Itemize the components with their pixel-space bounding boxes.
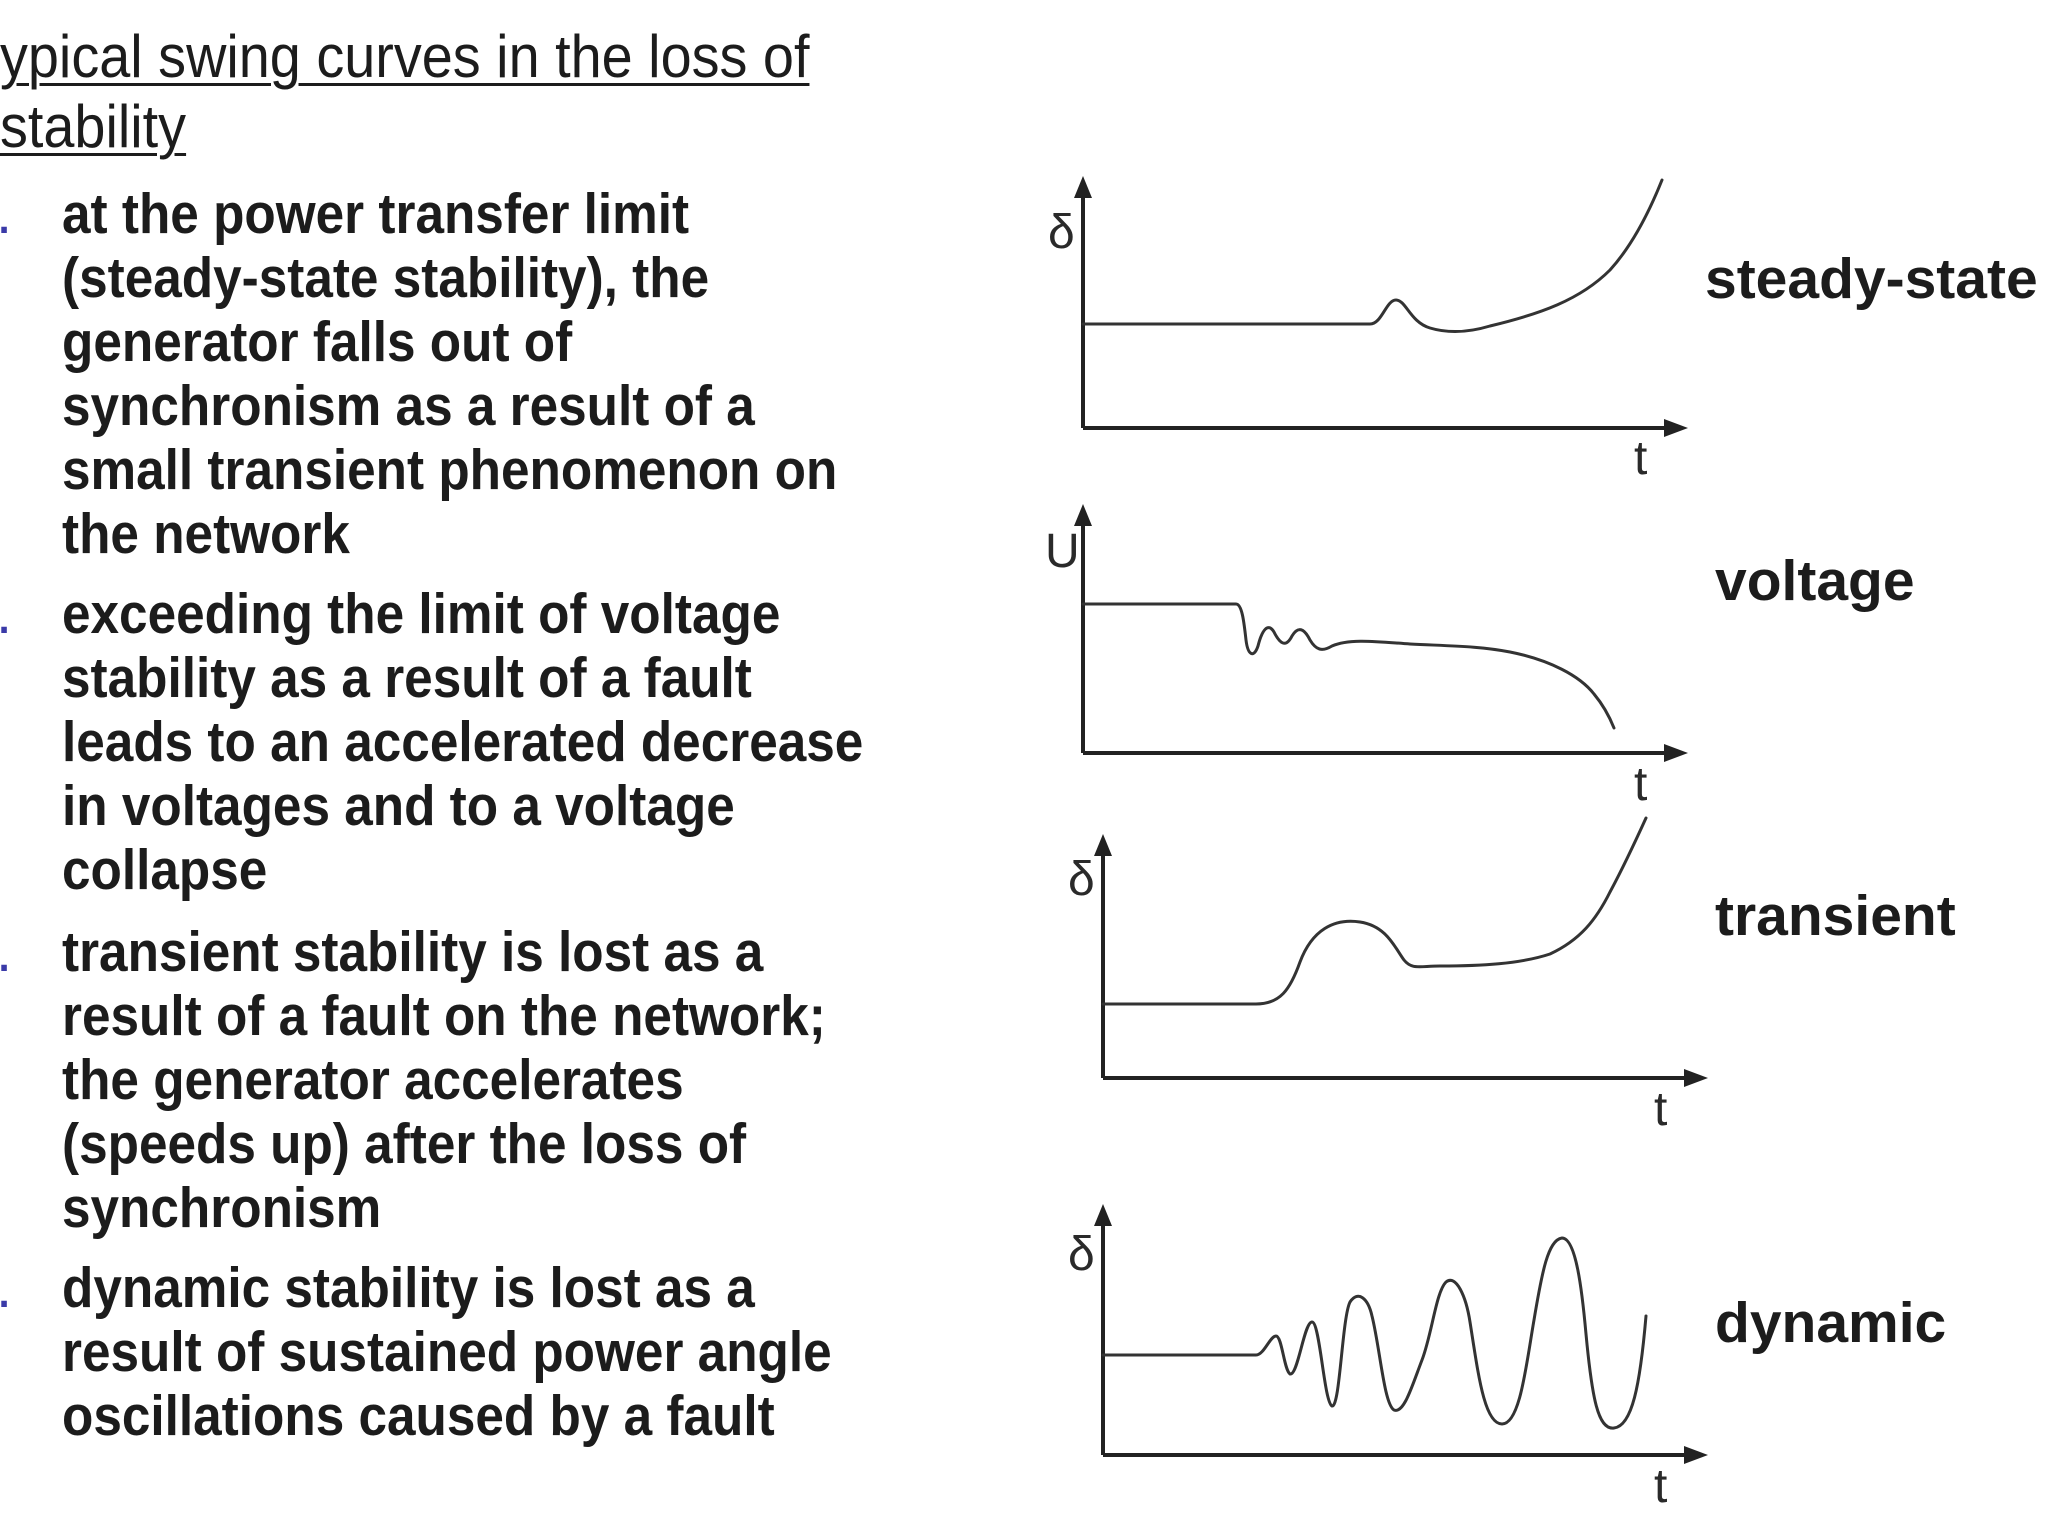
x-axis-label: t xyxy=(1654,1460,1667,1513)
panel-steady-state: δ t steady-state xyxy=(1048,176,2038,485)
bullet-marker: . xyxy=(0,1256,12,1320)
panel-dynamic: δ t dynamic xyxy=(1068,1204,1946,1513)
bullet-text: at the power transfer limit (steady-stat… xyxy=(62,182,838,566)
panel-label: voltage xyxy=(1715,549,1915,613)
steady-state-curve xyxy=(1081,178,1664,334)
bullet-list: . at the power transfer limit (steady-st… xyxy=(0,0,960,1536)
x-axis-arrow xyxy=(1664,744,1688,762)
x-axis-arrow xyxy=(1664,419,1688,437)
bullet-marker: . xyxy=(0,920,12,984)
y-axis-label: δ xyxy=(1068,853,1095,906)
panel-transient: δ t transient xyxy=(1068,816,1956,1136)
dynamic-curve xyxy=(1101,1236,1648,1430)
voltage-curve xyxy=(1081,602,1616,730)
x-axis-arrow xyxy=(1684,1069,1708,1087)
bullet-text: transient stability is lost as a result … xyxy=(62,920,826,1240)
panel-label: steady-state xyxy=(1705,247,2038,311)
x-axis-arrow xyxy=(1684,1446,1708,1464)
transient-curve xyxy=(1101,816,1648,1006)
y-axis-arrow xyxy=(1074,176,1092,198)
y-axis-arrow xyxy=(1094,834,1112,856)
bullet-text: exceeding the limit of voltage stability… xyxy=(62,582,864,902)
bullet-marker: . xyxy=(0,582,12,646)
panel-label: transient xyxy=(1715,884,1956,948)
x-axis-label: t xyxy=(1634,758,1647,811)
x-axis-label: t xyxy=(1654,1083,1667,1136)
x-axis-label: t xyxy=(1634,432,1647,485)
slide-title: ypical swing curves in the loss of stabi… xyxy=(0,23,810,160)
y-axis-label: δ xyxy=(1068,1228,1095,1281)
bullet-marker: . xyxy=(0,182,12,246)
y-axis-arrow xyxy=(1074,504,1092,526)
panel-label: dynamic xyxy=(1715,1291,1946,1355)
y-axis-label: δ xyxy=(1048,206,1075,259)
panel-voltage: U t voltage xyxy=(1045,504,1915,811)
y-axis-arrow xyxy=(1094,1204,1112,1226)
bullet-text: dynamic stability is lost as a result of… xyxy=(62,1256,832,1448)
y-axis-label: U xyxy=(1045,525,1080,578)
